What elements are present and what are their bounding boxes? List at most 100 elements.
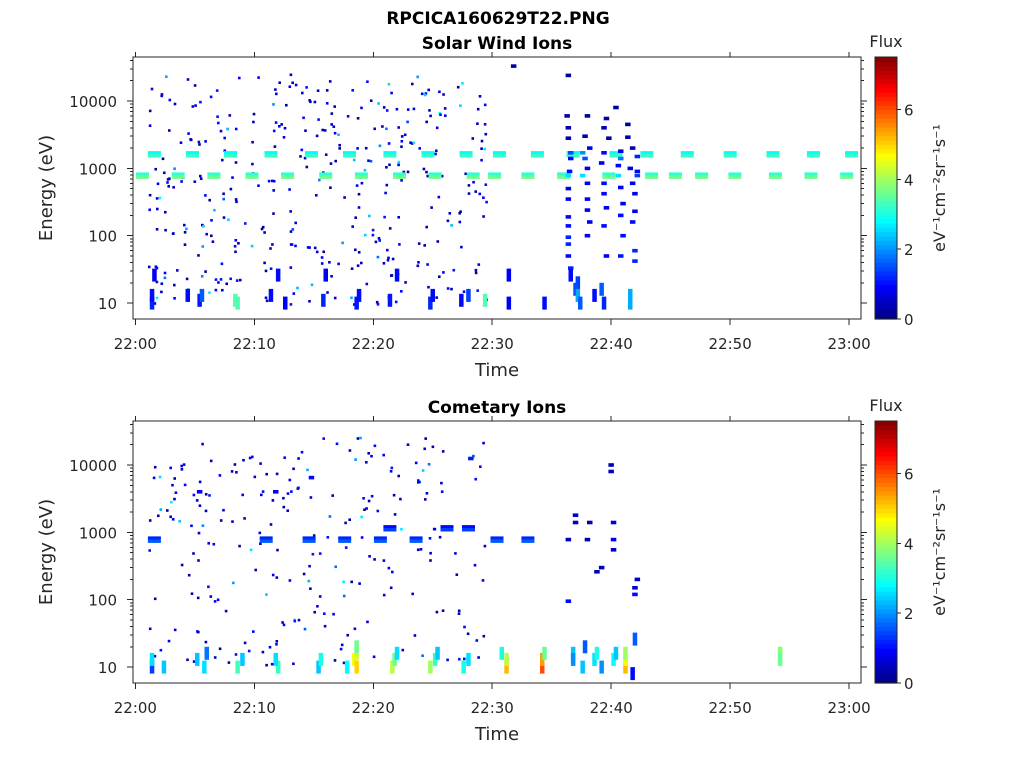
spectrogram-cell [391,570,394,574]
spectrogram-cell [268,288,274,302]
spectrogram-cell [211,240,215,243]
spectrogram-cell [264,296,268,300]
spectrogram-cell [363,508,366,511]
spectrogram-cell [234,250,237,254]
spectrogram-cell [173,102,177,106]
colorbar-segment [875,525,897,531]
spectrogram-cell [435,646,440,660]
colorbar-segment [875,503,897,509]
spectrogram-cell [466,175,480,179]
spectrogram-cell [149,660,155,674]
spectrogram-cell [315,134,319,138]
spectrogram-cell [695,172,709,176]
spectrogram-cell [462,525,475,529]
spectrogram-cell [198,504,202,507]
spectrogram-cell [385,166,388,169]
spectrogram-cell [227,661,231,664]
spectrogram-cell [476,107,480,111]
spectrogram-cell [150,87,154,91]
spectrogram-cell [350,580,353,584]
spectrogram-cell [464,172,467,176]
spectrogram-cell [417,261,420,264]
x-tick-label: 22:40 [590,699,633,717]
spectrogram-cell [439,113,442,116]
colorbar-segment [875,634,897,640]
colorbar-segment [875,429,897,435]
spectrogram-cell [565,73,572,78]
spectrogram-cell [438,112,441,115]
spectrogram-cell [245,175,259,179]
spectrogram-cell [282,623,286,627]
spectrogram-cell [632,592,638,597]
spectrogram-cell [584,208,591,212]
spectrogram-cell [326,291,329,294]
spectrogram-cell [521,172,535,176]
spectrogram-cell [289,243,293,246]
colorbar-segment [875,174,897,180]
spectrogram-cell [483,544,487,548]
spectrogram-cell [316,605,319,608]
spectrogram-cell [286,509,289,512]
spectrogram-cell [352,158,356,162]
spectrogram-cell [227,218,230,222]
spectrogram-cell [147,154,161,158]
colorbar-segment [875,57,897,62]
spectrogram-cell [572,520,579,525]
spectrogram-cell [521,539,535,543]
spectrogram-cell [253,475,257,479]
spectrogram-cell [438,275,441,278]
x-tick-label: 22:10 [233,699,276,717]
spectrogram-cell [602,172,616,176]
spectrogram-cell [357,192,361,196]
colorbar-segment [875,292,897,298]
spectrogram-cell [222,197,225,201]
spectrogram-cell [492,154,506,158]
spectrogram-cell [261,490,265,493]
spectrogram-cell [466,632,470,636]
spectrogram-cell [587,220,593,224]
colorbar-segment [875,262,897,268]
spectrogram-cell [484,132,488,136]
spectrogram-cell [728,175,742,179]
colorbar-segment [875,469,897,474]
spectrogram-cell [363,168,367,172]
spectrogram-cell [187,132,190,135]
colorbar-segment [875,209,897,215]
spectrogram-cell [291,228,295,231]
colorbar-segment [875,621,897,627]
spectrogram-cell [221,288,224,292]
spectrogram-cell [148,193,152,197]
spectrogram-cell [632,586,638,590]
spectrogram-cell [603,254,610,258]
spectrogram-cell [417,479,420,482]
spectrogram-cell [333,105,336,108]
spectrogram-cell [579,151,586,155]
spectrogram-cell [392,493,396,497]
spectrogram-cell [557,175,571,179]
spectrogram-cell [429,551,432,555]
spectrogram-cell [312,534,316,537]
spectrogram-cell [147,265,151,269]
spectrogram-cell [437,195,441,199]
spectrogram-cell [330,123,333,126]
colorbar-segment [875,100,897,106]
spectrogram-cell [484,183,488,186]
spectrogram-cell [337,262,340,266]
spectrogram-cell [393,172,406,176]
spectrogram-cell [382,262,386,265]
x-tick-label: 22:30 [471,699,514,717]
spectrogram-cell [335,442,339,446]
spectrogram-cell [321,128,324,132]
spectrogram-cell [645,175,659,179]
spectrogram-cell [180,468,184,471]
spectrogram-cell [356,264,360,267]
spectrogram-cell [356,147,359,150]
spectrogram-cell [343,151,356,155]
spectrogram-cell [245,172,259,176]
spectrogram-cell [307,579,311,583]
spectrogram-cell [192,552,195,555]
spectrogram-cell [270,662,274,666]
spectrogram-cell [201,524,205,527]
spectrogram-cell [530,154,544,158]
spectrogram-cells [136,64,858,310]
